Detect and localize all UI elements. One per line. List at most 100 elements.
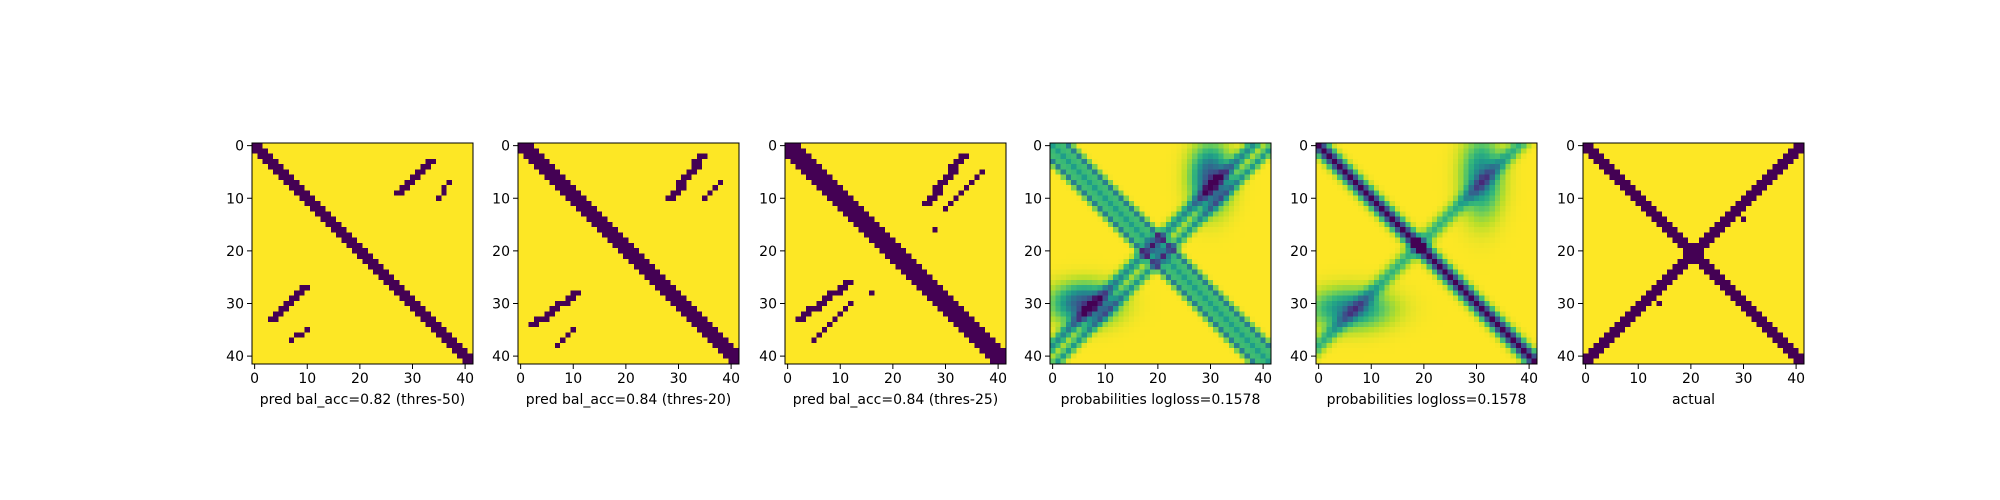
heatmap-cell	[533, 358, 540, 365]
heatmap-cell	[346, 221, 353, 228]
heatmap-cell	[467, 290, 474, 296]
heatmap-cell	[639, 253, 645, 260]
heatmap-cell	[362, 337, 369, 344]
heatmap-cell	[911, 300, 917, 307]
heatmap-cell	[373, 300, 379, 307]
heatmap-cell	[811, 185, 817, 191]
heatmap-cell	[294, 337, 300, 344]
heatmap-cell	[800, 169, 807, 175]
heatmap-cell	[591, 195, 598, 202]
heatmap-cell	[581, 216, 587, 223]
heatmap-cell	[800, 264, 807, 270]
heatmap-cell	[336, 258, 342, 265]
heatmap-cell	[596, 158, 603, 165]
heatmap-cell	[979, 211, 986, 218]
heatmap-cell	[304, 153, 311, 160]
heatmap-cell	[937, 143, 944, 149]
heatmap-cell	[436, 290, 442, 296]
heatmap-cell	[436, 300, 442, 307]
heatmap-cell	[1000, 285, 1007, 291]
heatmap-cell	[330, 153, 337, 160]
heatmap-cell	[533, 169, 540, 175]
heatmap-cell	[837, 232, 844, 239]
heatmap-cell	[267, 311, 274, 318]
heatmap-cell	[304, 164, 311, 170]
heatmap-cell	[554, 169, 561, 175]
heatmap-cell	[462, 169, 469, 175]
heatmap-cell	[441, 316, 448, 323]
heatmap-cell	[309, 185, 316, 191]
heatmap-cell	[309, 200, 316, 207]
heatmap-cell	[320, 232, 327, 239]
heatmap-cell	[649, 169, 656, 175]
heatmap-cell	[890, 279, 896, 286]
heatmap-cell	[378, 279, 384, 286]
heatmap-cell	[357, 300, 363, 307]
heatmap-cell	[351, 164, 358, 170]
heatmap-cell	[591, 221, 598, 228]
heatmap-cell	[675, 216, 682, 223]
heatmap-cell	[958, 242, 965, 249]
heatmap-cell	[346, 200, 353, 207]
heatmap-cell	[409, 337, 416, 344]
heatmap-cell	[346, 269, 353, 275]
heatmap-cell	[649, 337, 656, 344]
heatmap-cell	[539, 232, 545, 239]
heatmap-cell	[900, 295, 907, 302]
heatmap-cell	[969, 311, 975, 318]
heatmap-cell	[436, 316, 442, 323]
heatmap-cell	[995, 221, 1002, 228]
heatmap-cell	[958, 258, 965, 265]
heatmap-cell	[979, 200, 986, 207]
heatmap-cell	[853, 232, 860, 239]
heatmap-cell	[346, 174, 353, 181]
heatmap-cell	[570, 148, 577, 154]
heatmap-cell	[441, 148, 448, 154]
heatmap-cell	[811, 258, 817, 265]
heatmap-cell	[267, 274, 274, 281]
heatmap-cell	[916, 169, 923, 175]
heatmap-cell	[723, 164, 729, 170]
heatmap-cell	[586, 306, 593, 312]
heatmap-cell	[425, 264, 432, 270]
heatmap-cell	[707, 306, 714, 312]
heatmap-cell	[900, 248, 907, 254]
heatmap-cell	[707, 332, 714, 339]
heatmap-cell	[330, 258, 337, 265]
heatmap-cell	[441, 164, 448, 170]
heatmap-cell	[890, 169, 896, 175]
heatmap-cell	[357, 185, 363, 191]
heatmap-cell	[607, 221, 614, 228]
heatmap-cell	[670, 348, 677, 354]
heatmap-cell	[288, 253, 295, 260]
heatmap-cell	[378, 216, 384, 223]
heatmap-cell	[294, 148, 300, 154]
heatmap-cell	[660, 274, 666, 281]
heatmap-cell	[554, 269, 561, 275]
heatmap-cell	[660, 195, 666, 202]
heatmap-cell	[533, 248, 540, 254]
heatmap-cell	[795, 295, 802, 302]
heatmap-cell	[288, 248, 295, 254]
heatmap-cell	[900, 158, 907, 165]
heatmap-cell	[858, 211, 865, 218]
heatmap-cell	[728, 242, 735, 249]
heatmap-cell	[341, 295, 348, 302]
heatmap-cell	[717, 190, 724, 197]
heatmap-cell	[879, 316, 886, 323]
heatmap-cell	[394, 337, 400, 344]
heatmap-cell	[267, 227, 274, 233]
heatmap-cell	[969, 148, 975, 154]
heatmap-cell	[932, 153, 938, 160]
heatmap-cell	[681, 316, 687, 323]
axes-frame	[517, 142, 740, 365]
heatmap-cell	[942, 221, 949, 228]
heatmap-cell	[927, 258, 933, 265]
heatmap-cell	[984, 190, 991, 197]
heatmap-cell	[916, 190, 923, 197]
heatmap-cell	[821, 206, 828, 212]
heatmap-cell	[373, 190, 379, 197]
heatmap-cell	[617, 258, 624, 265]
heatmap-cells	[785, 143, 1007, 365]
